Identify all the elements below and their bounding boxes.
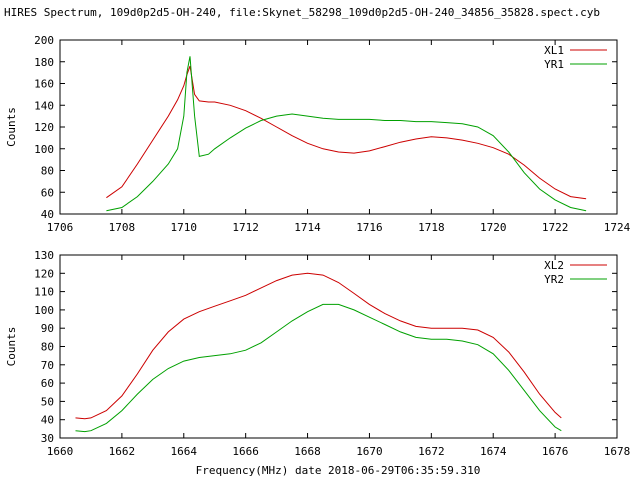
legend-label: XL1: [544, 44, 564, 57]
legend-label: XL2: [544, 259, 564, 272]
x-tick-label: 1708: [109, 221, 136, 234]
x-tick-label: 1672: [418, 445, 445, 458]
y-tick-label: 80: [41, 165, 54, 178]
y-tick-label: 60: [41, 186, 54, 199]
y-tick-label: 130: [34, 249, 54, 262]
x-axis-label: Frequency(MHz) date 2018-06-29T06:35:59.…: [196, 464, 481, 477]
x-tick-label: 1706: [47, 221, 74, 234]
y-tick-label: 70: [41, 359, 54, 372]
x-tick-label: 1660: [47, 445, 74, 458]
y-tick-label: 30: [41, 432, 54, 445]
figure-title: HIRES Spectrum, 109d0p2d5-OH-240, file:S…: [4, 6, 600, 19]
plot-frame: [59, 39, 618, 215]
y-tick-label: 110: [34, 286, 54, 299]
x-tick-label: 1662: [109, 445, 136, 458]
x-tick-label: 1668: [294, 445, 321, 458]
y-tick-label: 40: [41, 414, 54, 427]
x-tick-label: 1676: [542, 445, 569, 458]
series-line-yr2: [75, 303, 562, 433]
x-tick-label: 1664: [171, 445, 198, 458]
y-tick-label: 140: [34, 99, 54, 112]
y-tick-label: 100: [34, 304, 54, 317]
series-line-yr1: [106, 56, 587, 212]
x-tick-label: 1716: [356, 221, 383, 234]
y-tick-label: 80: [41, 341, 54, 354]
x-tick-label: 1718: [418, 221, 445, 234]
upper-plot-panel: 1706 1708 1710 1712 1714 1716 1718 1720 1722 1724…: [5, 34, 631, 234]
y-tick-label: 120: [34, 121, 54, 134]
y-tick-label: 200: [34, 34, 54, 47]
x-tick-label: 1724: [604, 221, 631, 234]
series-line-xl2: [75, 272, 562, 420]
x-tick-label: 1674: [480, 445, 507, 458]
x-tick-label: 1720: [480, 221, 507, 234]
y-tick-label: 100: [34, 143, 54, 156]
y-axis-label: Counts: [5, 327, 18, 367]
y-tick-label: 180: [34, 56, 54, 69]
y-axis-label: Counts: [5, 107, 18, 147]
legend-label: YR1: [544, 58, 564, 71]
y-tick-label: 60: [41, 377, 54, 390]
y-tick-label: 50: [41, 395, 54, 408]
series-line-xl1: [106, 65, 587, 200]
x-tick-label: 1666: [232, 445, 259, 458]
x-tick-label: 1678: [604, 445, 631, 458]
x-tick-label: 1710: [171, 221, 198, 234]
y-tick-label: 160: [34, 78, 54, 91]
legend-label: YR2: [544, 273, 564, 286]
y-tick-label: 90: [41, 322, 54, 335]
x-tick-label: 1714: [294, 221, 321, 234]
y-tick-label: 120: [34, 267, 54, 280]
x-tick-label: 1670: [356, 445, 383, 458]
y-tick-label: 40: [41, 208, 54, 221]
lower-plot-panel: 1660 1662 1664 1666 1668 1670 1672 1674 1676 1678…: [5, 249, 630, 458]
x-tick-label: 1712: [232, 221, 259, 234]
x-tick-label: 1722: [542, 221, 569, 234]
